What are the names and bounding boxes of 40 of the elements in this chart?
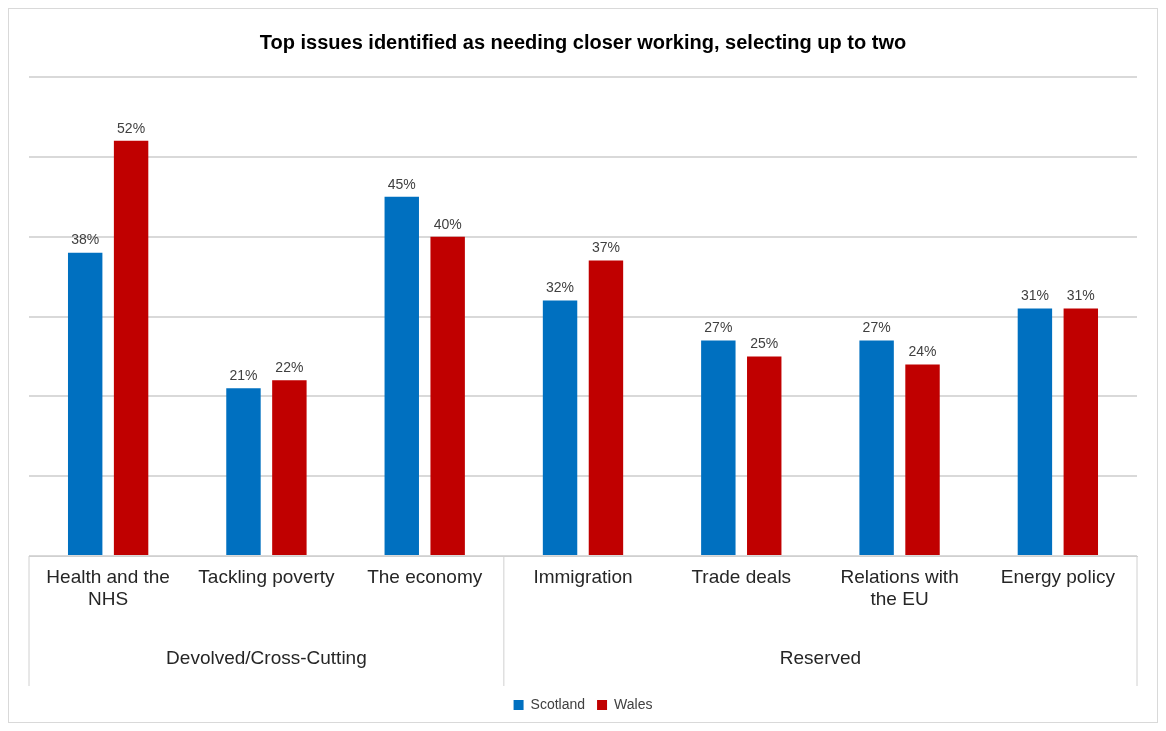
text: Reserved	[779, 647, 862, 669]
bar	[226, 388, 261, 555]
bar	[430, 236, 465, 555]
legend-label: Scotland	[530, 695, 586, 712]
data-label: 45%	[387, 175, 416, 192]
bar	[542, 300, 578, 555]
x-tick-label: Trade deals	[691, 565, 792, 587]
data-label: 38%	[71, 231, 100, 248]
data-label: 31%	[1020, 287, 1049, 304]
bar	[272, 380, 307, 555]
bar	[588, 260, 624, 555]
data-label: 40%	[433, 215, 462, 232]
x-tick-label: Tackling poverty	[198, 565, 336, 587]
x-tick-label: Energy policy	[1000, 565, 1116, 587]
legend-label: Wales	[614, 695, 653, 712]
data-label: 31%	[1066, 287, 1095, 304]
x-tick-label: Health and the NHS	[46, 565, 170, 610]
data-label: 27%	[704, 319, 733, 336]
bar	[67, 252, 103, 555]
bar	[905, 364, 940, 555]
bar	[1063, 308, 1099, 555]
bar	[113, 140, 149, 555]
x-tick-label: Immigration	[533, 565, 633, 587]
data-label: 25%	[750, 335, 779, 352]
chart-title: Top issues identified as needing closer working, selecting up to two	[259, 30, 907, 53]
bar	[859, 340, 894, 555]
data-label: 32%	[546, 279, 575, 296]
text: Devolved/Cross-Cutting	[166, 647, 367, 669]
data-label: 24%	[908, 343, 937, 360]
data-label: 27%	[862, 319, 891, 336]
bar	[384, 196, 419, 555]
bar	[747, 356, 782, 555]
bar	[701, 340, 736, 555]
data-label: 22%	[275, 359, 304, 376]
data-label: 37%	[591, 239, 620, 256]
bar	[1017, 308, 1053, 555]
x-tick-label: Relations with the EU	[840, 565, 959, 610]
data-label: 21%	[229, 367, 258, 384]
x-tick-label: The economy	[367, 565, 483, 587]
data-label: 52%	[117, 119, 146, 136]
